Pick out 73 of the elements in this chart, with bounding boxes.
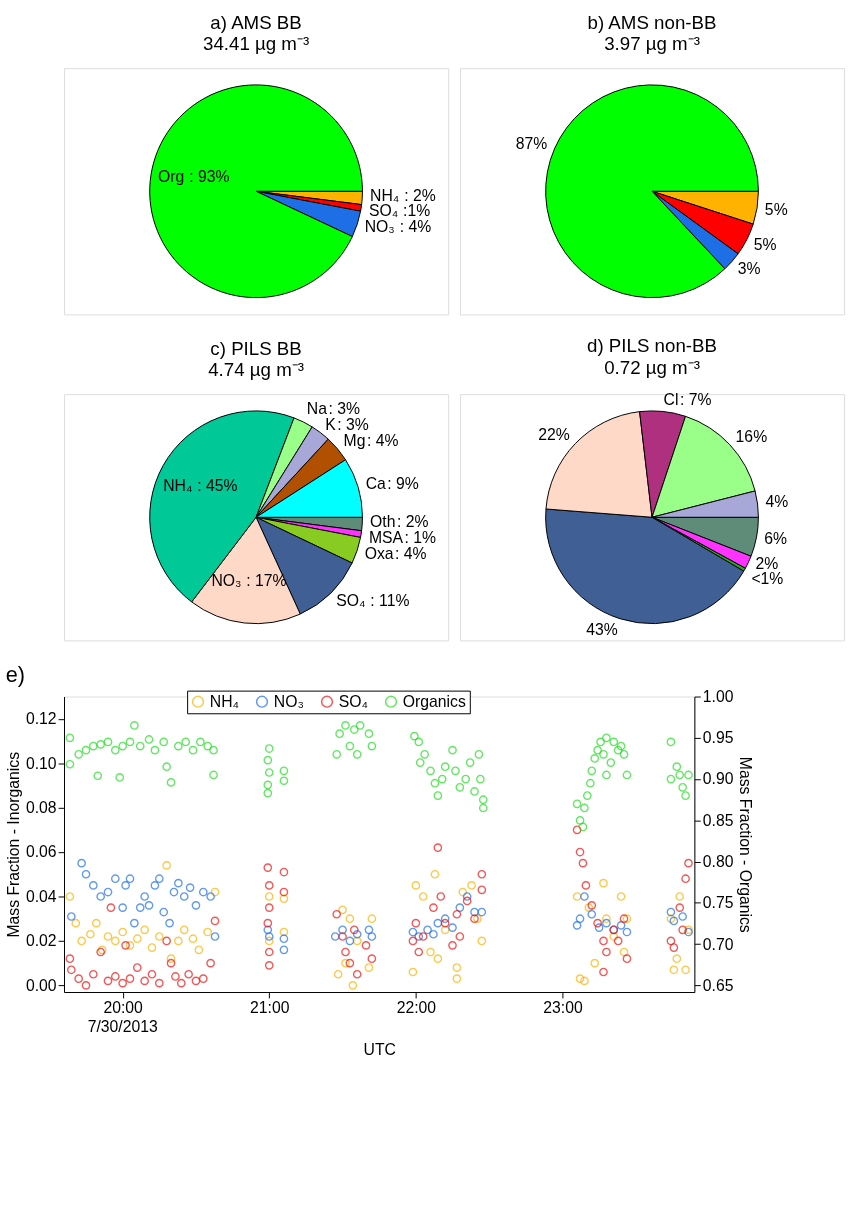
x-tick-label: 20:00 (103, 999, 144, 1017)
data-label: : 9% (387, 474, 419, 492)
y2-tick-label: 0.80 (702, 853, 734, 871)
y-tick-label: 0.06 (25, 843, 57, 861)
data-label: : 45% (197, 477, 238, 495)
slice-label: Mg (343, 432, 366, 450)
slice-label: Oxa (364, 545, 394, 563)
data-label: : 3% (328, 400, 360, 418)
data-label: : 4% (399, 217, 432, 235)
text: 7/30/2013 (87, 1018, 158, 1036)
y-tick-label: 0.02 (25, 932, 57, 950)
legend-label: NH₄ (209, 692, 239, 710)
data-label: : 11% (370, 592, 410, 610)
data-label: 2% (755, 554, 779, 572)
chart-title: d) PILS non-BB (587, 335, 718, 357)
slice-label: Cl (663, 390, 679, 408)
data-label: : 3% (337, 416, 369, 434)
slice-label: MSA (368, 529, 404, 547)
y-tick-label: 0.12 (25, 710, 57, 728)
slice-label: NO₃ (211, 571, 242, 589)
data-label: : 4% (395, 545, 427, 563)
data-label: 5% (753, 235, 777, 253)
y2-tick-label: 0.90 (702, 770, 734, 788)
data-label: : 7% (679, 390, 712, 408)
data-label: 87% (515, 135, 548, 153)
slice-label: Org (158, 168, 185, 186)
x-tick-label: 22:00 (396, 999, 437, 1017)
y2-tick-label: 0.75 (702, 894, 734, 912)
data-label: 22% (538, 426, 570, 444)
y2-tick-label: 0.70 (702, 935, 734, 953)
y2-tick-label: 0.95 (702, 729, 734, 747)
x-axis-title: UTC (363, 1040, 396, 1058)
data-label: : 93% (189, 168, 230, 186)
y-tick-label: 0.00 (25, 976, 57, 994)
chart-subtitle: 34.41 µg m⁻³ (202, 33, 310, 55)
data-label: 5% (764, 200, 788, 218)
y-axis-title: Mass Fraction - Inorganics (5, 751, 23, 938)
slice-label: Oth (370, 513, 396, 531)
chart-title: b) AMS non-BB (587, 11, 717, 33)
slice-label: Na (306, 400, 328, 418)
y-tick-label: 0.08 (25, 799, 57, 817)
y2-tick-label: 1.00 (702, 687, 734, 705)
legend-label: Organics (402, 692, 466, 710)
data-label: : 2% (396, 513, 429, 531)
data-label: 16% (735, 427, 768, 445)
chart-subtitle: 0.72 µg m⁻³ (604, 357, 700, 379)
slice-label: SO₄ (336, 592, 366, 610)
chart-title: c) PILS BB (210, 337, 302, 359)
chart-title: a) AMS BB (210, 11, 302, 33)
data-label: 4% (765, 493, 789, 511)
legend-label: SO₄ (338, 692, 369, 710)
data-label: 3% (737, 260, 761, 278)
slice-label: NH₄ (163, 477, 193, 495)
chart-subtitle: 3.97 µg m⁻³ (604, 33, 700, 55)
data-label: : 17% (246, 571, 287, 589)
y2-tick-label: 0.85 (702, 811, 734, 829)
data-label: : 4% (366, 432, 399, 450)
x-tick-label: 23:00 (543, 999, 583, 1017)
slice-label: NO₃ (364, 217, 395, 235)
chart-title: e) (5, 661, 26, 687)
data-label: 43% (586, 620, 618, 638)
y2-axis-title: Mass Fraction - Organics (737, 756, 755, 933)
chart-subtitle: 4.74 µg m⁻³ (208, 359, 304, 381)
y-tick-label: 0.10 (25, 754, 57, 772)
y-tick-label: 0.04 (25, 887, 57, 905)
data-label: : 1% (404, 529, 437, 547)
slice-label: K (325, 416, 337, 434)
legend-label: NO₃ (273, 692, 304, 710)
x-tick-label: 21:00 (250, 999, 290, 1017)
data-label: 6% (764, 530, 788, 548)
data-label: <1% (751, 570, 784, 588)
y2-tick-label: 0.65 (702, 976, 734, 994)
slice-label: Ca (365, 474, 387, 492)
